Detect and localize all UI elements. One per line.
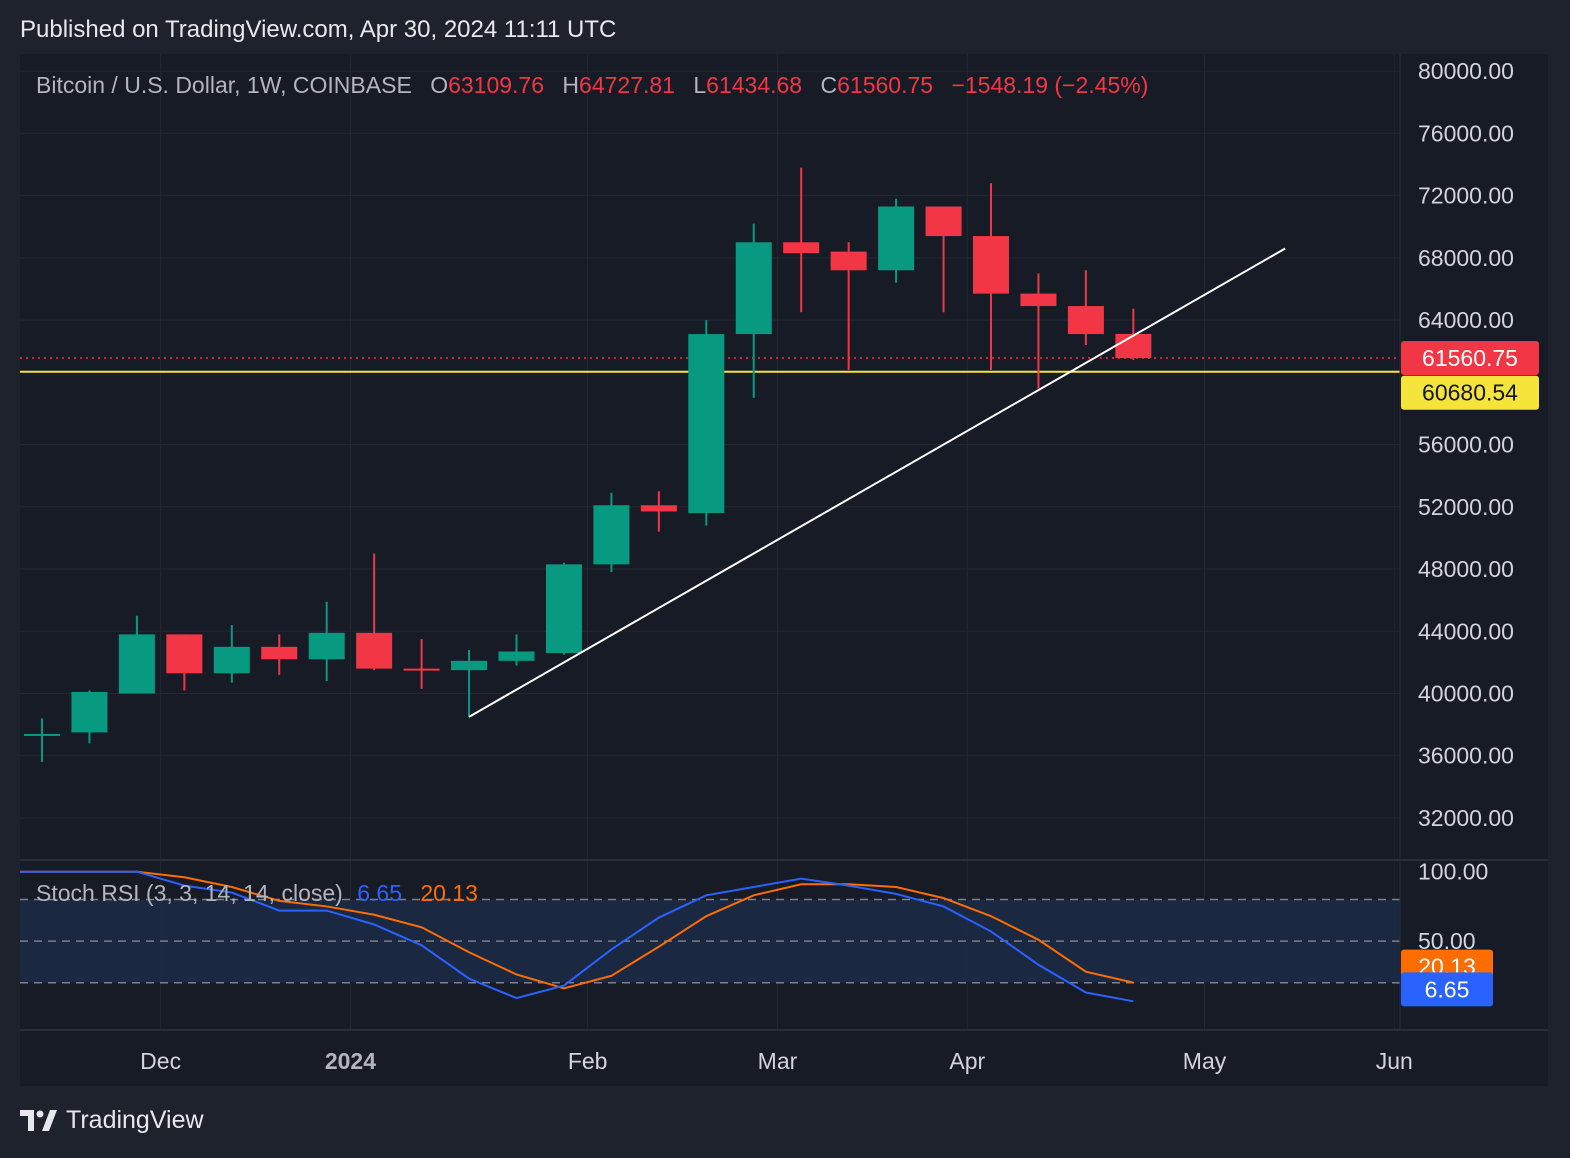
y-tick-label: 72000.00 bbox=[1418, 183, 1514, 209]
candle-body-down bbox=[1067, 306, 1104, 335]
tradingview-logo-icon bbox=[20, 1109, 58, 1132]
y-tick-label: 36000.00 bbox=[1418, 743, 1514, 769]
close-value: 61560.75 bbox=[837, 72, 934, 98]
candle-body-up bbox=[735, 242, 772, 335]
x-tick-label: May bbox=[1183, 1048, 1227, 1074]
low-label: L bbox=[693, 72, 707, 98]
candle-body-down bbox=[261, 646, 298, 660]
stoch-d-value: 20.13 bbox=[420, 880, 478, 906]
stoch-bands bbox=[20, 898, 1400, 984]
high-label: H bbox=[562, 72, 580, 98]
y-tick-label: 40000.00 bbox=[1418, 681, 1514, 707]
candle-body-down bbox=[403, 668, 440, 671]
support-tag-bg bbox=[1401, 375, 1539, 410]
high-value: 64727.81 bbox=[579, 72, 675, 98]
x-tick-label: Feb bbox=[568, 1048, 608, 1074]
candle-body-down bbox=[356, 632, 393, 669]
published-header: Published on TradingView.com, Apr 30, 20… bbox=[20, 16, 617, 43]
support-tag-label: 60680.54 bbox=[1422, 380, 1518, 406]
x-tick-label: Mar bbox=[758, 1048, 798, 1074]
y-tick-label: 48000.00 bbox=[1418, 556, 1514, 582]
candle-body-down bbox=[783, 242, 820, 254]
stoch-k-tag-bg bbox=[1401, 972, 1493, 1007]
stoch-k-line bbox=[20, 870, 1134, 1003]
candle-body-up bbox=[213, 646, 250, 674]
trendline-layer bbox=[468, 247, 1286, 718]
candle-body-down bbox=[1020, 293, 1057, 307]
stoch-k-value: 6.65 bbox=[357, 880, 402, 906]
axes: 80000.00 76000.00 72000.00 68000.00 64000.00… bbox=[20, 54, 1548, 1074]
y-tick-label: 32000.00 bbox=[1418, 805, 1514, 831]
candle-body-down bbox=[640, 505, 677, 512]
candle-body-up bbox=[451, 660, 488, 671]
close-label: C bbox=[820, 72, 838, 98]
symbol-name: Bitcoin / U.S. Dollar, 1W, COINBASE bbox=[36, 72, 412, 98]
candle-body-up bbox=[24, 733, 60, 736]
low-value: 61434.68 bbox=[706, 72, 803, 98]
footer: TradingView bbox=[20, 1106, 204, 1135]
candle-body-up bbox=[545, 564, 582, 654]
trendline bbox=[468, 247, 1286, 718]
candle-body-down bbox=[1115, 333, 1152, 359]
candle-body-up bbox=[593, 505, 630, 565]
last-price-tag-label: 61560.75 bbox=[1422, 345, 1518, 371]
x-tick-label: Apr bbox=[949, 1048, 985, 1074]
y-tick-label: 68000.00 bbox=[1418, 245, 1514, 271]
x-tick-label: 2024 bbox=[325, 1048, 376, 1074]
open-label: O bbox=[430, 72, 449, 98]
stoch-rsi-series bbox=[20, 870, 1134, 1003]
y-tick-label: 76000.00 bbox=[1418, 120, 1514, 146]
candle-body-up bbox=[118, 634, 155, 694]
stoch-y-tick-label: 100.00 bbox=[1418, 859, 1488, 885]
symbol-legend[interactable]: Bitcoin / U.S. Dollar, 1W, COINBASE O631… bbox=[36, 72, 1148, 99]
change-value: −1548.19 (−2.45%) bbox=[951, 72, 1149, 98]
y-tick-label: 56000.00 bbox=[1418, 432, 1514, 458]
y-tick-label: 52000.00 bbox=[1418, 494, 1514, 520]
candle-body-up bbox=[308, 632, 345, 660]
x-tick-label: Jun bbox=[1376, 1048, 1413, 1074]
x-tick-label: Dec bbox=[140, 1048, 181, 1074]
candlestick-series bbox=[24, 167, 1152, 762]
y-tick-label: 80000.00 bbox=[1418, 58, 1514, 84]
stoch-d-line bbox=[20, 870, 1134, 990]
candle-body-down bbox=[973, 236, 1009, 294]
last-price-tag-bg bbox=[1401, 341, 1539, 376]
y-tick-label: 44000.00 bbox=[1418, 618, 1514, 644]
candle-body-down bbox=[925, 206, 962, 237]
y-tick-label: 64000.00 bbox=[1418, 307, 1514, 333]
stoch-k-tag-label: 6.65 bbox=[1425, 976, 1470, 1002]
candle-body-up bbox=[878, 206, 915, 271]
footer-brand: TradingView bbox=[66, 1106, 204, 1134]
candle-body-down bbox=[166, 634, 203, 674]
stoch-name: Stoch RSI (3, 3, 14, 14, close) bbox=[36, 880, 343, 906]
open-value: 63109.76 bbox=[448, 72, 545, 98]
candle-body-up bbox=[498, 651, 535, 661]
candle-body-up bbox=[688, 334, 725, 514]
stoch-legend[interactable]: Stoch RSI (3, 3, 14, 14, close) 6.65 20.… bbox=[36, 880, 478, 907]
candle-body-up bbox=[71, 691, 108, 733]
candle-body-down bbox=[830, 251, 867, 271]
